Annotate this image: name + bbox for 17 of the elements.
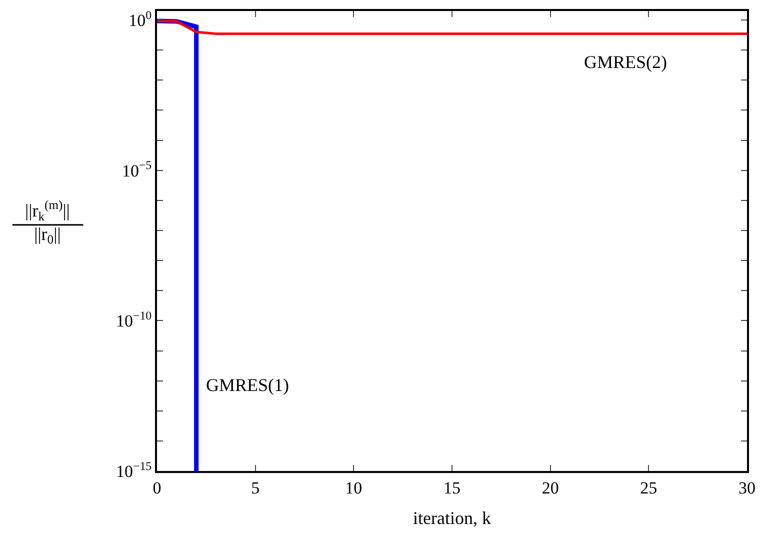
annotation: GMRES(1) (206, 375, 290, 395)
x-tick-label: 0 (152, 478, 162, 498)
line-series (157, 18, 199, 471)
x-tick-label: 5 (251, 478, 260, 498)
y-axis-title: ||r$_{k}$$^{(m)}$|| ||r$_{0}$|| (25, 198, 70, 247)
x-tick-label: 20 (542, 478, 559, 498)
x-tick-label: 25 (640, 478, 658, 498)
annotation: GMRES(2) (584, 52, 668, 72)
y-tick-label: 10$^{−5}$ (122, 158, 152, 180)
x-tick-label: 15 (444, 478, 460, 498)
x-tick-label: 10 (345, 478, 362, 498)
y-tick-label: 10$^{−10}$ (116, 308, 152, 331)
y-tick-label: 10$^{−15}$ (116, 458, 152, 481)
line-series (157, 20, 747, 36)
y-tick-label: 10$^{0}$ (128, 8, 152, 30)
x-axis-title: iteration, k (413, 508, 491, 528)
x-tick-label: 30 (738, 478, 756, 498)
